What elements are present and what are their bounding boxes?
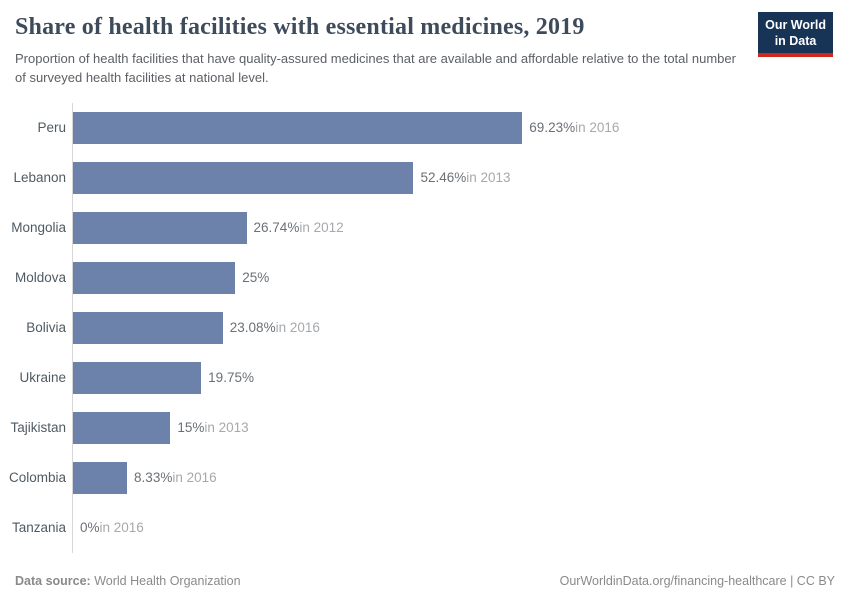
value-percent: 69.23% bbox=[529, 120, 576, 136]
country-label: Ukraine bbox=[19, 370, 66, 386]
bar-track: 15%in 2013 bbox=[72, 402, 835, 453]
bar-track: 19.75% bbox=[72, 352, 835, 403]
country-label: Tajikistan bbox=[10, 420, 66, 436]
bar-track: 8.33%in 2016 bbox=[72, 452, 835, 503]
bar[interactable] bbox=[73, 161, 414, 194]
bar[interactable] bbox=[73, 211, 247, 244]
data-source: Data source: World Health Organization bbox=[15, 574, 241, 588]
chart-row: Ukraine 19.75% bbox=[8, 352, 835, 403]
value-label: 23.08%in 2016 bbox=[230, 320, 320, 335]
chart-row: Tajikistan 15%in 2013 bbox=[8, 402, 835, 453]
value-percent: 52.46% bbox=[420, 170, 467, 186]
bar-track: 26.74%in 2012 bbox=[72, 202, 835, 253]
chart-row: Tanzania 0%in 2016 bbox=[8, 502, 835, 553]
owid-footer-link[interactable]: OurWorldinData.org/financing-healthcare … bbox=[559, 574, 835, 588]
chart-row: Lebanon 52.46%in 2013 bbox=[8, 152, 835, 203]
value-label: 0%in 2016 bbox=[80, 520, 144, 535]
value-label: 52.46%in 2013 bbox=[420, 170, 510, 185]
value-label: 8.33%in 2016 bbox=[134, 470, 217, 485]
value-percent: 0% bbox=[80, 520, 100, 536]
data-source-label: Data source: bbox=[15, 574, 91, 588]
chart-subtitle: Proportion of health facilities that hav… bbox=[15, 51, 736, 85]
value-percent: 19.75% bbox=[208, 370, 254, 386]
country-label: Mongolia bbox=[11, 220, 66, 236]
value-year: in 2016 bbox=[99, 520, 144, 536]
bar-track: 25% bbox=[72, 252, 835, 303]
owid-logo-line1: Our World bbox=[765, 18, 826, 32]
chart-footer: Data source: World Health Organization O… bbox=[15, 574, 835, 588]
country-label: Moldova bbox=[14, 270, 66, 286]
owid-logo[interactable]: Our World in Data bbox=[758, 12, 833, 58]
value-percent: 26.74% bbox=[253, 220, 300, 236]
bar[interactable] bbox=[73, 311, 223, 344]
value-percent: 15% bbox=[177, 420, 205, 436]
bar-track: 0%in 2016 bbox=[72, 502, 835, 553]
value-label: 19.75% bbox=[208, 370, 254, 385]
country-label: Peru bbox=[37, 120, 66, 136]
chart-title: Share of health facilities with essentia… bbox=[15, 14, 585, 40]
value-year: in 2016 bbox=[575, 120, 620, 136]
bar-track: 23.08%in 2016 bbox=[72, 302, 835, 353]
value-percent: 23.08% bbox=[229, 320, 276, 336]
owid-logo-line2: in Data bbox=[774, 33, 817, 48]
value-label: 69.23%in 2016 bbox=[529, 120, 619, 135]
value-year: in 2016 bbox=[275, 320, 320, 336]
value-percent: 8.33% bbox=[134, 470, 173, 486]
chart-row: Bolivia 23.08%in 2016 bbox=[8, 302, 835, 353]
value-year: in 2012 bbox=[299, 220, 344, 236]
chart-header: Share of health facilities with essentia… bbox=[0, 14, 850, 88]
value-year: in 2016 bbox=[172, 470, 217, 486]
bar-chart: Peru 69.23%in 2016 Lebanon 52.46%in 2013 Mon… bbox=[8, 102, 835, 553]
data-source-value: World Health Organization bbox=[94, 574, 241, 588]
chart-row: Colombia 8.33%in 2016 bbox=[8, 452, 835, 503]
bar-track: 52.46%in 2013 bbox=[72, 152, 835, 203]
bar[interactable] bbox=[73, 411, 171, 444]
bar[interactable] bbox=[73, 261, 236, 294]
country-label: Tanzania bbox=[11, 520, 66, 536]
value-year: in 2013 bbox=[204, 420, 249, 436]
bar[interactable] bbox=[73, 461, 128, 494]
chart-row: Moldova 25% bbox=[8, 252, 835, 303]
country-label: Lebanon bbox=[13, 170, 66, 186]
country-label: Bolivia bbox=[26, 320, 66, 336]
value-label: 26.74%in 2012 bbox=[254, 220, 344, 235]
value-year: in 2013 bbox=[466, 170, 511, 186]
bar-track: 69.23%in 2016 bbox=[72, 102, 835, 153]
value-label: 25% bbox=[242, 270, 269, 285]
bar[interactable] bbox=[73, 361, 202, 394]
bar[interactable] bbox=[73, 111, 523, 144]
value-label: 15%in 2013 bbox=[177, 420, 248, 435]
country-label: Colombia bbox=[8, 470, 66, 486]
value-percent: 25% bbox=[242, 270, 270, 286]
chart-row: Mongolia 26.74%in 2012 bbox=[8, 202, 835, 253]
chart-row: Peru 69.23%in 2016 bbox=[8, 102, 835, 153]
